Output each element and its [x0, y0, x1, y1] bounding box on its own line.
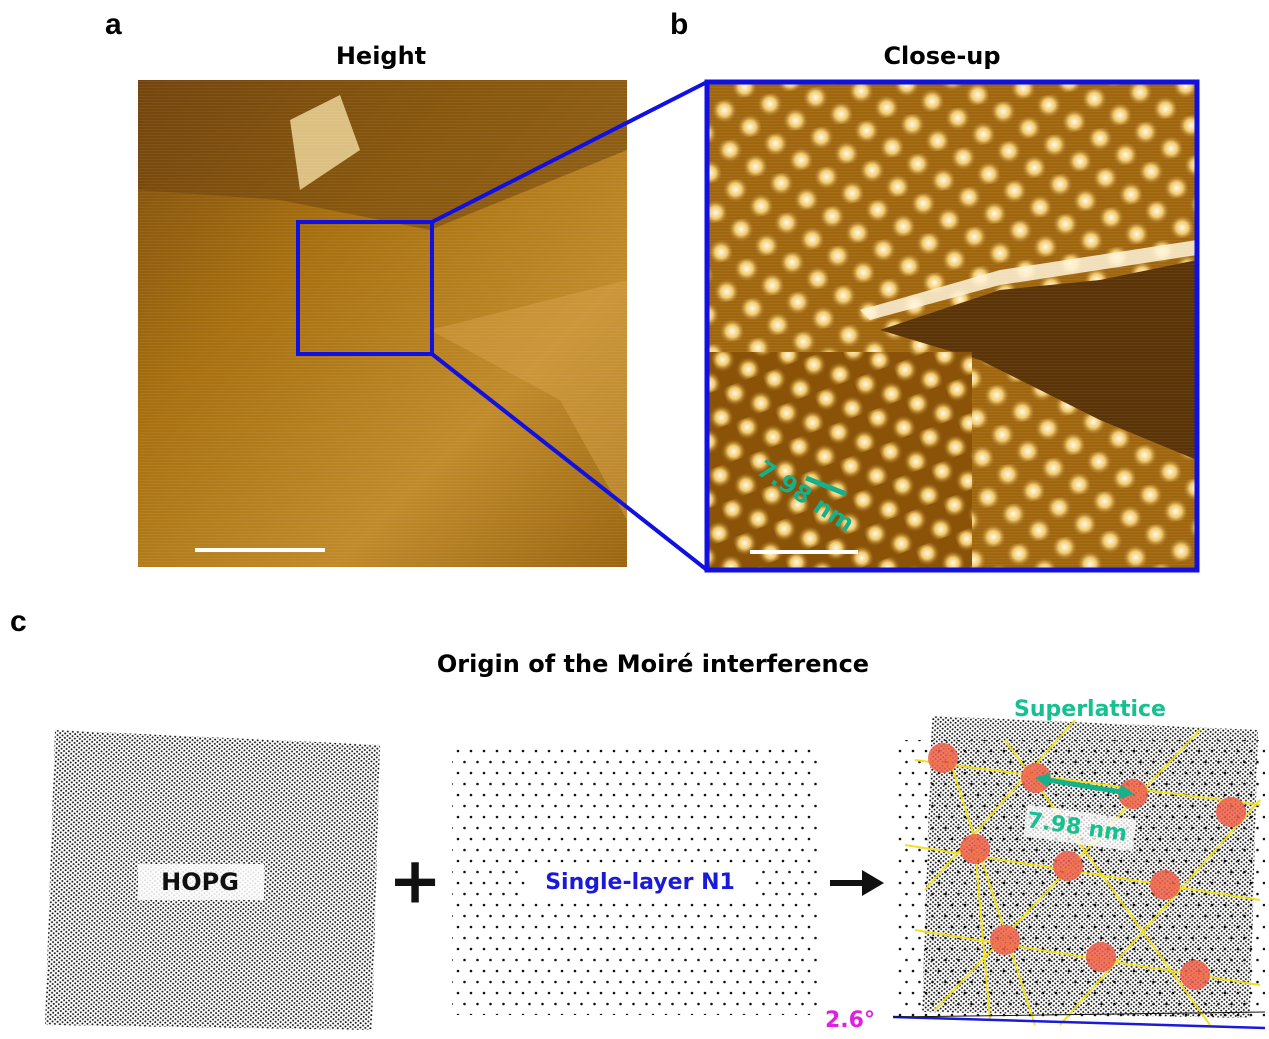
panel-title: Height — [336, 42, 426, 70]
panel-label: a — [105, 8, 122, 41]
panel-title: Close-up — [883, 42, 1000, 70]
superlattice-label: Superlattice — [1014, 697, 1166, 722]
hopg-label: HOPG — [161, 868, 239, 896]
page: a Height b Close-up 7.98 nm c Origin of … — [0, 0, 1269, 1039]
n1-label: Single-layer N1 — [545, 870, 735, 895]
arrow — [830, 870, 884, 896]
plus-sign: + — [388, 845, 442, 919]
angle-label: 2.6° — [825, 1008, 875, 1033]
panel-label: b — [670, 8, 688, 41]
figure: a Height b Close-up 7.98 nm c Origin of … — [0, 0, 1269, 1039]
scan-lines — [138, 80, 627, 567]
panel-title: Origin of the Moiré interference — [437, 650, 869, 678]
inset-image — [709, 352, 972, 568]
panel-label: c — [10, 605, 27, 638]
